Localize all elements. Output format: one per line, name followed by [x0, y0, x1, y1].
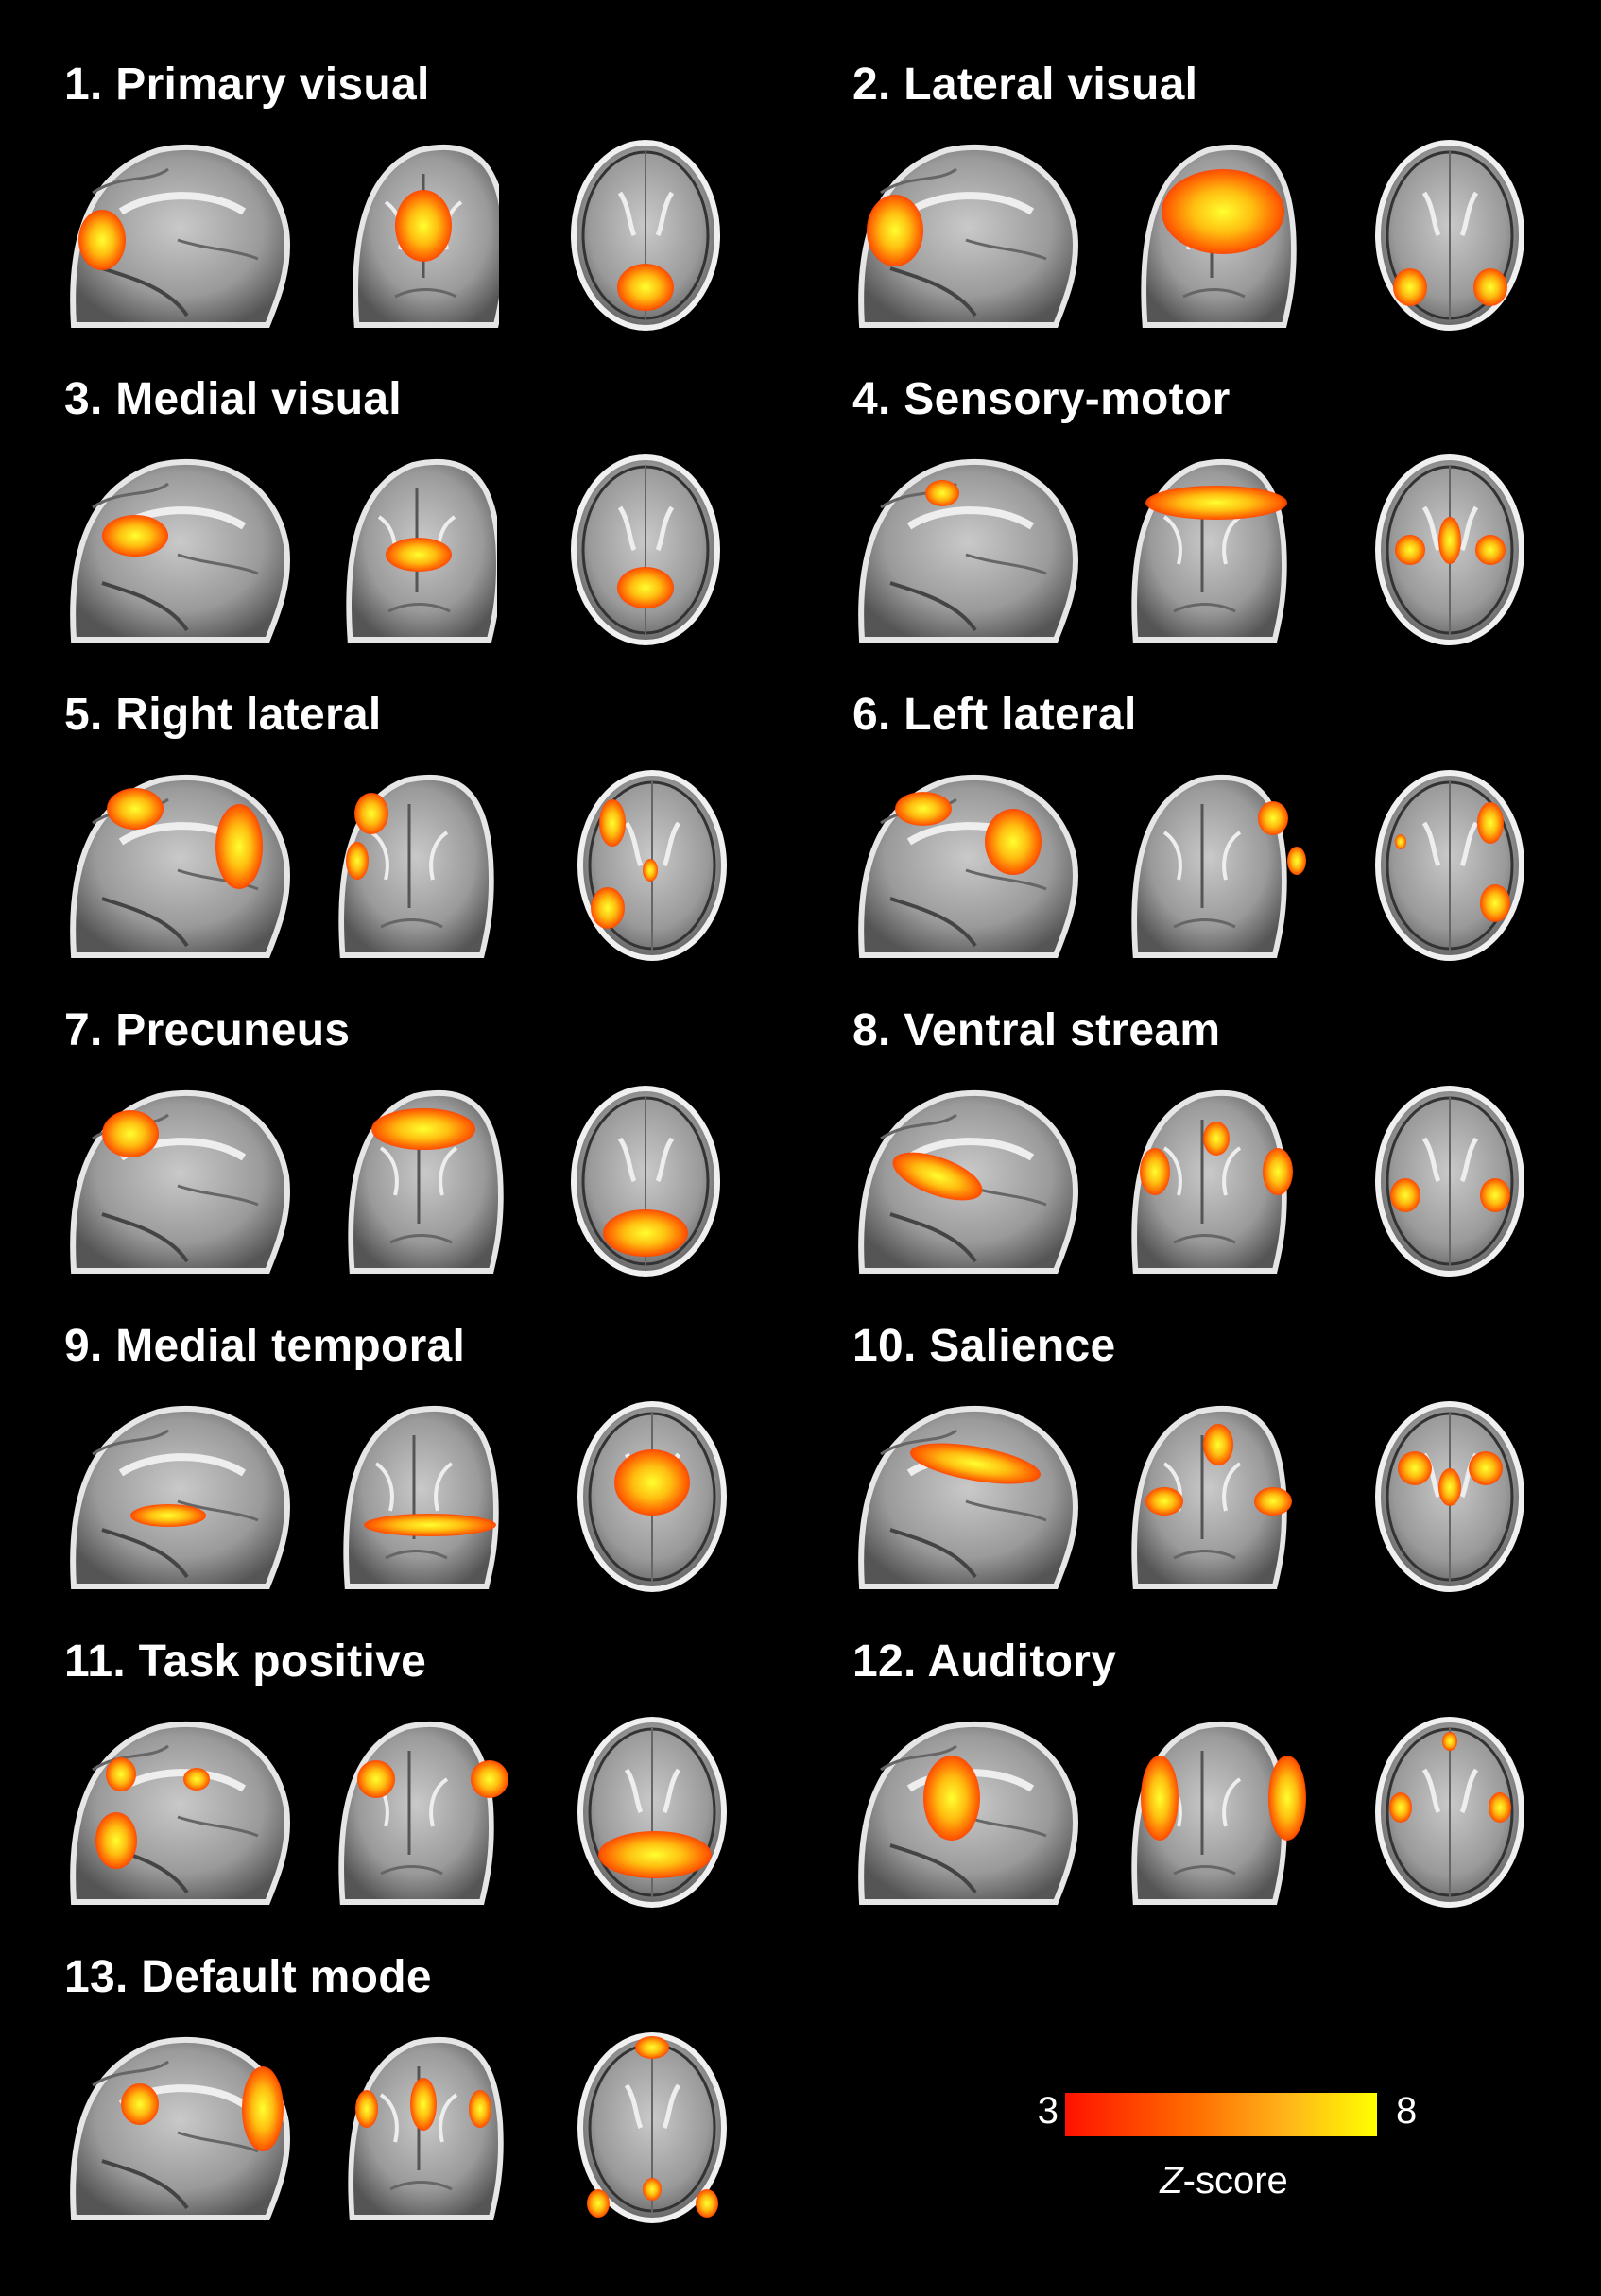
- coronal-slice: [1127, 451, 1287, 649]
- network-title: 11. Task positive: [64, 1636, 427, 1687]
- axial-slice: [1372, 136, 1528, 334]
- network-panel-4: 4. Sensory-motor: [852, 373, 1601, 676]
- brain-views: [64, 1713, 820, 1940]
- network-title: 10. Salience: [852, 1321, 1116, 1371]
- axial-slice: [1372, 1082, 1528, 1280]
- axial-slice: [1372, 451, 1528, 649]
- coronal-slice: [1127, 1397, 1292, 1596]
- network-panel-8: 8. Ventral stream: [852, 1004, 1601, 1307]
- sagittal-slice: [64, 1082, 301, 1280]
- sagittal-slice: [64, 136, 301, 334]
- coronal-slice: [334, 766, 523, 965]
- colorbar-max-label: 8: [1396, 2090, 1418, 2132]
- network-title: 5. Right lateral: [64, 690, 382, 740]
- network-panel-13: 13. Default mode: [64, 1951, 820, 2253]
- sagittal-slice: [852, 451, 1089, 649]
- coronal-slice: [343, 1082, 504, 1280]
- coronal-slice: [338, 1397, 523, 1596]
- network-panel-12: 12. Auditory: [852, 1636, 1601, 1938]
- coronal-slice: [334, 1713, 508, 1911]
- network-title: 6. Left lateral: [852, 690, 1137, 740]
- axial-slice: [568, 136, 724, 334]
- network-panel-10: 10. Salience: [852, 1320, 1601, 1622]
- network-panel-7: 7. Precuneus: [64, 1004, 820, 1307]
- network-title: 2. Lateral visual: [852, 60, 1198, 110]
- network-title: 7. Precuneus: [64, 1005, 351, 1055]
- brain-views: [852, 136, 1601, 363]
- coronal-slice: [1127, 1713, 1306, 1911]
- brain-views: [852, 1082, 1601, 1309]
- coronal-slice: [1136, 136, 1311, 334]
- coronal-slice: [341, 451, 497, 649]
- network-panel-9: 9. Medial temporal: [64, 1320, 820, 1622]
- brain-views: [852, 766, 1601, 993]
- colorbar-min-label: 3: [1037, 2090, 1059, 2132]
- axial-slice: [575, 766, 735, 965]
- sagittal-slice: [64, 1713, 301, 1911]
- axial-slice: [1372, 766, 1533, 965]
- network-panel-2: 2. Lateral visual: [852, 59, 1601, 361]
- sagittal-slice: [852, 1713, 1089, 1911]
- sagittal-slice: [64, 1397, 301, 1596]
- sagittal-slice: [852, 766, 1089, 965]
- network-title: 13. Default mode: [64, 1952, 432, 2002]
- axial-slice: [1372, 1397, 1528, 1596]
- axial-slice: [568, 1082, 724, 1280]
- network-title: 3. Medial visual: [64, 374, 402, 424]
- axial-slice: [568, 451, 724, 649]
- axial-slice: [575, 2029, 731, 2227]
- network-panel-5: 5. Right lateral: [64, 689, 820, 991]
- brain-views: [64, 1082, 820, 1309]
- brain-views: [64, 766, 820, 993]
- sagittal-slice: [64, 766, 301, 965]
- network-title: 1. Primary visual: [64, 60, 430, 110]
- sagittal-slice: [852, 136, 1089, 334]
- axial-slice: [575, 1397, 731, 1596]
- brain-views: [64, 1397, 820, 1624]
- network-title: 12. Auditory: [852, 1636, 1117, 1687]
- network-title: 9. Medial temporal: [64, 1321, 466, 1371]
- axial-slice: [1372, 1713, 1528, 1911]
- brain-views: [852, 1397, 1601, 1624]
- network-panel-11: 11. Task positive: [64, 1636, 820, 1938]
- network-title: 8. Ventral stream: [852, 1005, 1221, 1055]
- coronal-slice: [348, 136, 499, 334]
- axial-slice: [575, 1713, 735, 1911]
- brain-views: [64, 451, 820, 677]
- brain-views: [64, 2029, 820, 2255]
- sagittal-slice: [852, 1082, 1089, 1280]
- sagittal-slice: [64, 2029, 301, 2227]
- network-title: 4. Sensory-motor: [852, 374, 1231, 424]
- network-panel-3: 3. Medial visual: [64, 373, 820, 676]
- sagittal-slice: [64, 451, 301, 649]
- colorbar-axis-label: Z-score: [1160, 2160, 1288, 2202]
- coronal-slice: [1127, 1082, 1293, 1280]
- colorbar-legend: 3 8 Z-score: [1021, 2088, 1437, 2211]
- brain-views: [64, 136, 820, 363]
- network-panel-1: 1. Primary visual: [64, 59, 820, 361]
- colorbar-gradient: [1065, 2093, 1377, 2136]
- coronal-slice: [1127, 766, 1306, 965]
- network-panel-6: 6. Left lateral: [852, 689, 1601, 991]
- coronal-slice: [343, 2029, 504, 2227]
- sagittal-slice: [852, 1397, 1089, 1596]
- brain-views: [852, 1713, 1601, 1940]
- brain-views: [852, 451, 1601, 677]
